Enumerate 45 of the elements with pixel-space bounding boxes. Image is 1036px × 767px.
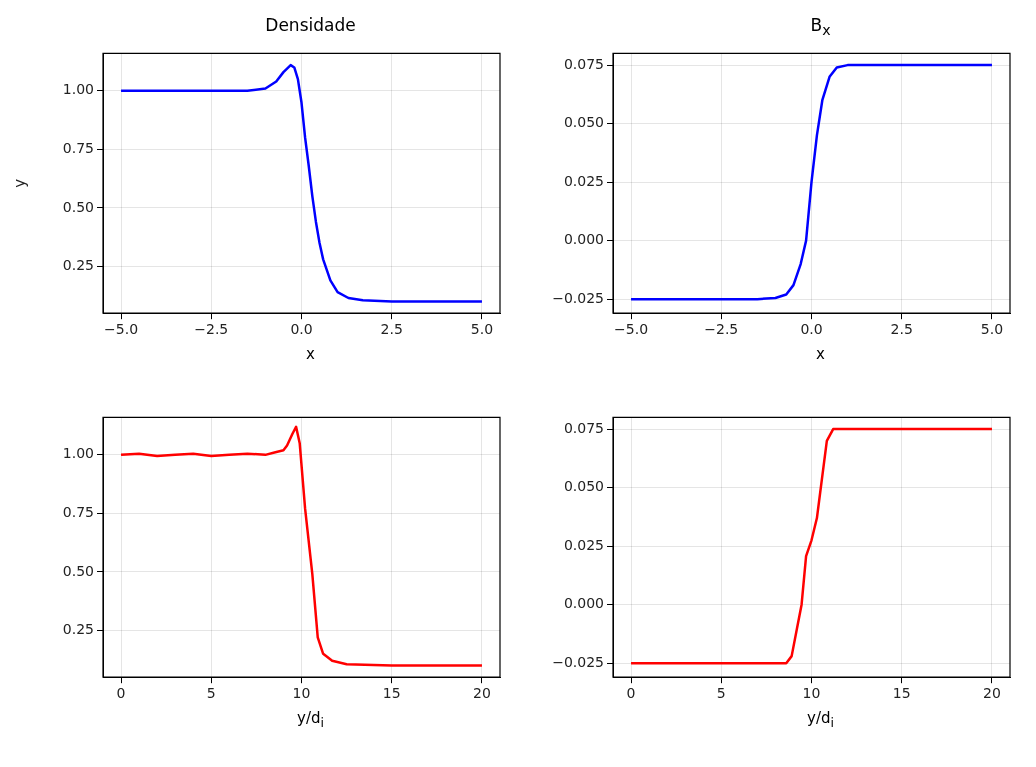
y-tick-label: 0.075 (563, 419, 604, 436)
x-tick-label: 20 (983, 685, 1001, 702)
x-tick-label: 0 (116, 685, 126, 702)
y-tick-label: 0.50 (62, 198, 94, 215)
x-tick-label: 5.0 (980, 321, 1004, 338)
x-tick-label: 2.5 (380, 321, 403, 338)
y-tick-label: 0.000 (563, 595, 604, 612)
y-tick-label: 1.00 (62, 445, 94, 462)
y-tick-label: 0.050 (563, 478, 604, 495)
x-axis-title: x (815, 344, 826, 365)
x-tick-label: 5 (716, 685, 726, 702)
x-tick-label: 5 (206, 685, 216, 702)
x-tick-label: 10 (802, 685, 821, 702)
y-tick-label: 0.25 (62, 621, 94, 638)
x-axis-title: x (305, 344, 316, 365)
chart-title: B$_{x}$ (809, 14, 832, 41)
x-axis-title: y/d$_{i}$ (296, 708, 325, 732)
x-tick-label: 15 (382, 685, 401, 702)
y-tick-label: 0.25 (62, 257, 94, 274)
y-tick-label: −0.025 (552, 289, 604, 306)
y-tick-label: 0.000 (563, 231, 604, 248)
x-tick-label: 0.0 (290, 321, 313, 338)
y-tick-label: 0.025 (563, 172, 604, 189)
x-tick-label: 10 (292, 685, 311, 702)
chart-title: Densidade (264, 14, 357, 37)
x-tick-label: 0.0 (800, 321, 823, 338)
x-tick-label: 2.5 (890, 321, 913, 338)
x-tick-label: 5.0 (470, 321, 494, 338)
y-tick-label: 1.00 (62, 81, 94, 98)
x-tick-label: 20 (473, 685, 491, 702)
x-tick-label: 15 (892, 685, 911, 702)
y-tick-label: 0.075 (563, 55, 604, 72)
x-axis-title: y/d$_{i}$ (806, 708, 835, 732)
x-tick-label: 0 (626, 685, 636, 702)
y-tick-label: 0.50 (62, 562, 94, 579)
x-tick-label: −2.5 (704, 321, 739, 338)
y-tick-label: 0.025 (563, 536, 604, 553)
y-tick-label: 0.75 (62, 504, 94, 520)
y-axis-title: y (10, 178, 29, 188)
x-tick-label: −5.0 (614, 321, 649, 338)
x-tick-label: −5.0 (104, 321, 139, 338)
y-tick-label: 0.75 (62, 140, 94, 156)
y-tick-label: −0.025 (552, 653, 604, 670)
x-tick-label: −2.5 (194, 321, 229, 338)
y-tick-label: 0.050 (563, 114, 604, 131)
